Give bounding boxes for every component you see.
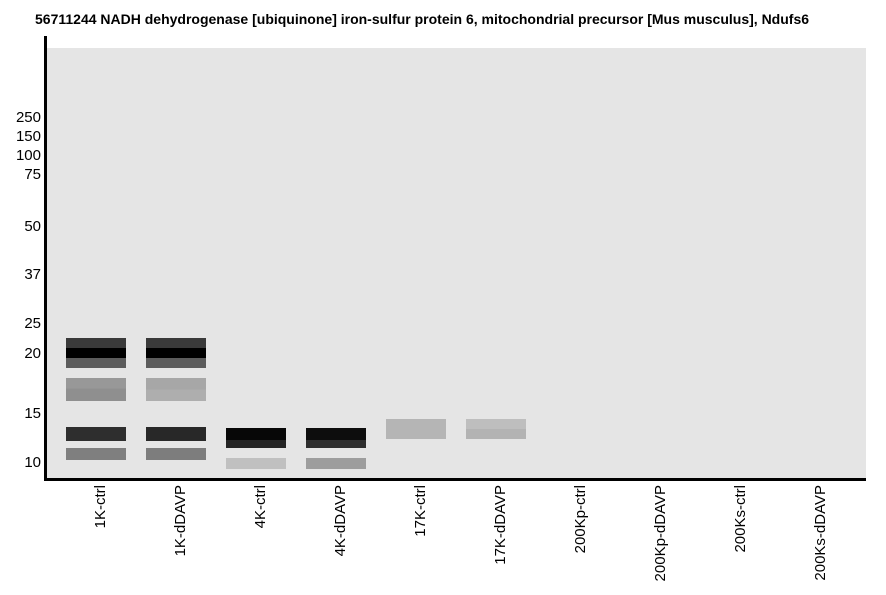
y-tick-label: 20 bbox=[24, 345, 41, 362]
y-tick-label: 50 bbox=[24, 218, 41, 235]
y-axis-line bbox=[44, 36, 47, 481]
x-axis-line bbox=[44, 478, 866, 481]
y-tick-label: 75 bbox=[24, 166, 41, 183]
y-tick-label: 100 bbox=[15, 147, 41, 164]
x-lane-label: 200Ks-dDAVP bbox=[812, 485, 829, 581]
figure-title: 56711244 NADH dehydrogenase [ubiquinone]… bbox=[35, 11, 810, 27]
gel-area bbox=[47, 48, 866, 478]
y-tick-label: 10 bbox=[24, 454, 41, 471]
y-tick-label: 25 bbox=[24, 315, 41, 332]
x-lane-label: 200Kp-ctrl bbox=[572, 485, 589, 554]
x-lane-label: 4K-dDAVP bbox=[332, 485, 349, 557]
x-lane-label: 200Ks-ctrl bbox=[732, 485, 749, 553]
x-lane-label: 4K-ctrl bbox=[252, 485, 269, 529]
x-lane-label: 17K-dDAVP bbox=[492, 485, 509, 565]
y-tick-label: 15 bbox=[24, 405, 41, 422]
x-lane-label: 1K-dDAVP bbox=[172, 485, 189, 557]
y-tick-label: 37 bbox=[24, 266, 41, 283]
x-lane-label: 200Kp-dDAVP bbox=[652, 485, 669, 582]
x-lane-label: 1K-ctrl bbox=[92, 485, 109, 529]
x-lane-label: 17K-ctrl bbox=[412, 485, 429, 537]
y-tick-label: 150 bbox=[15, 128, 41, 145]
y-tick-label: 250 bbox=[15, 109, 41, 126]
